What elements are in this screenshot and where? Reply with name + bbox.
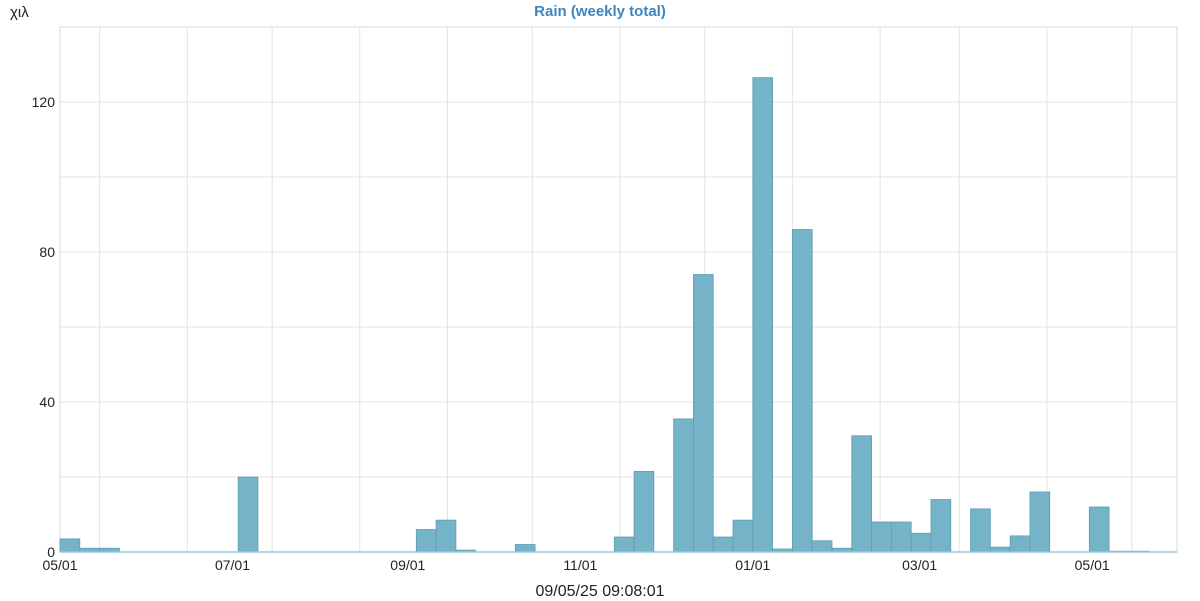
bar — [792, 229, 813, 553]
bar — [237, 476, 259, 553]
y-tick-label: 0 — [47, 544, 55, 560]
bar — [752, 77, 774, 553]
bar — [1029, 491, 1051, 553]
bar — [732, 519, 754, 553]
y-tick-label: 80 — [39, 244, 55, 260]
bar — [930, 499, 952, 553]
x-tick-label: 05/01 — [1075, 557, 1110, 573]
bar — [1009, 535, 1031, 553]
bar — [673, 418, 694, 553]
bar — [435, 519, 457, 553]
bar — [59, 538, 81, 553]
bar — [514, 544, 536, 553]
bar — [693, 274, 714, 553]
x-axis-label: 09/05/25 09:08:01 — [535, 583, 665, 600]
bar — [712, 536, 734, 553]
chart-title: Rain (weekly total) — [534, 3, 666, 20]
x-tick-label: 07/01 — [215, 557, 250, 573]
y-axis-label: χιλ — [10, 4, 29, 21]
x-tick-label: 03/01 — [902, 557, 937, 573]
bar — [970, 508, 991, 553]
y-tick-label: 120 — [32, 94, 56, 110]
bar — [811, 540, 833, 553]
x-tick-label: 01/01 — [735, 557, 770, 573]
bar — [415, 529, 437, 553]
y-tick-label: 40 — [39, 394, 55, 410]
bar — [613, 536, 635, 553]
bar — [910, 532, 932, 553]
x-tick-label: 05/01 — [42, 557, 77, 573]
bar — [633, 470, 655, 553]
bar — [871, 521, 892, 553]
x-tick-label: 11/01 — [563, 557, 597, 573]
bar — [851, 435, 872, 553]
bar — [1088, 506, 1110, 553]
bar — [890, 521, 912, 553]
plot-frame — [59, 26, 1178, 553]
x-tick-label: 09/01 — [390, 557, 425, 573]
